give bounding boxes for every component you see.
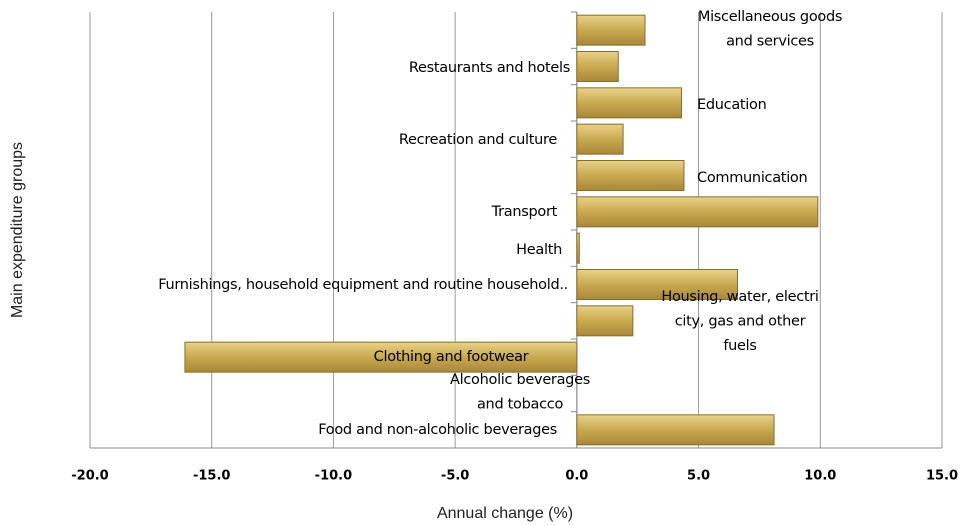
x-tick-label: 10.0 (804, 469, 836, 484)
bar (576, 160, 685, 191)
x-tick-label: -10.0 (315, 469, 352, 484)
category-label: Alcoholic beverages and tobacco (450, 372, 590, 413)
x-tick-label: -5.0 (441, 469, 469, 484)
x-tick-label: 15.0 (926, 469, 958, 484)
y-axis-title: Main expenditure groups (9, 142, 26, 318)
bar (576, 269, 739, 300)
category-label: Transport (491, 204, 558, 220)
bar (576, 123, 624, 155)
x-tick-label: 0.0 (565, 469, 588, 484)
x-tick-label: -15.0 (193, 469, 230, 484)
bar (576, 51, 619, 82)
bar (576, 87, 683, 119)
category-label: Health (516, 242, 562, 258)
category-label: Food and non-alcoholic beverages (318, 422, 557, 438)
category-label: Education (697, 97, 767, 113)
bar (184, 341, 578, 373)
category-label: Housing, water, electri city, gas and oth… (661, 289, 818, 354)
x-tick-label: 5.0 (687, 469, 710, 484)
x-tick-label: -20.0 (71, 469, 108, 484)
category-label: Communication (697, 170, 807, 186)
bar (576, 196, 819, 228)
category-label: Restaurants and hotels (409, 60, 570, 76)
bar (576, 232, 580, 264)
x-axis-title: Annual change (%) (437, 505, 573, 522)
bar (576, 414, 775, 446)
category-label: Recreation and culture (399, 132, 557, 148)
category-label: Furnishings, household equipment and rou… (158, 277, 568, 293)
bar (576, 305, 634, 337)
category-label: Miscellaneous goods and services (698, 9, 842, 50)
bar (576, 14, 646, 46)
category-label: Clothing and footwear (374, 349, 529, 365)
